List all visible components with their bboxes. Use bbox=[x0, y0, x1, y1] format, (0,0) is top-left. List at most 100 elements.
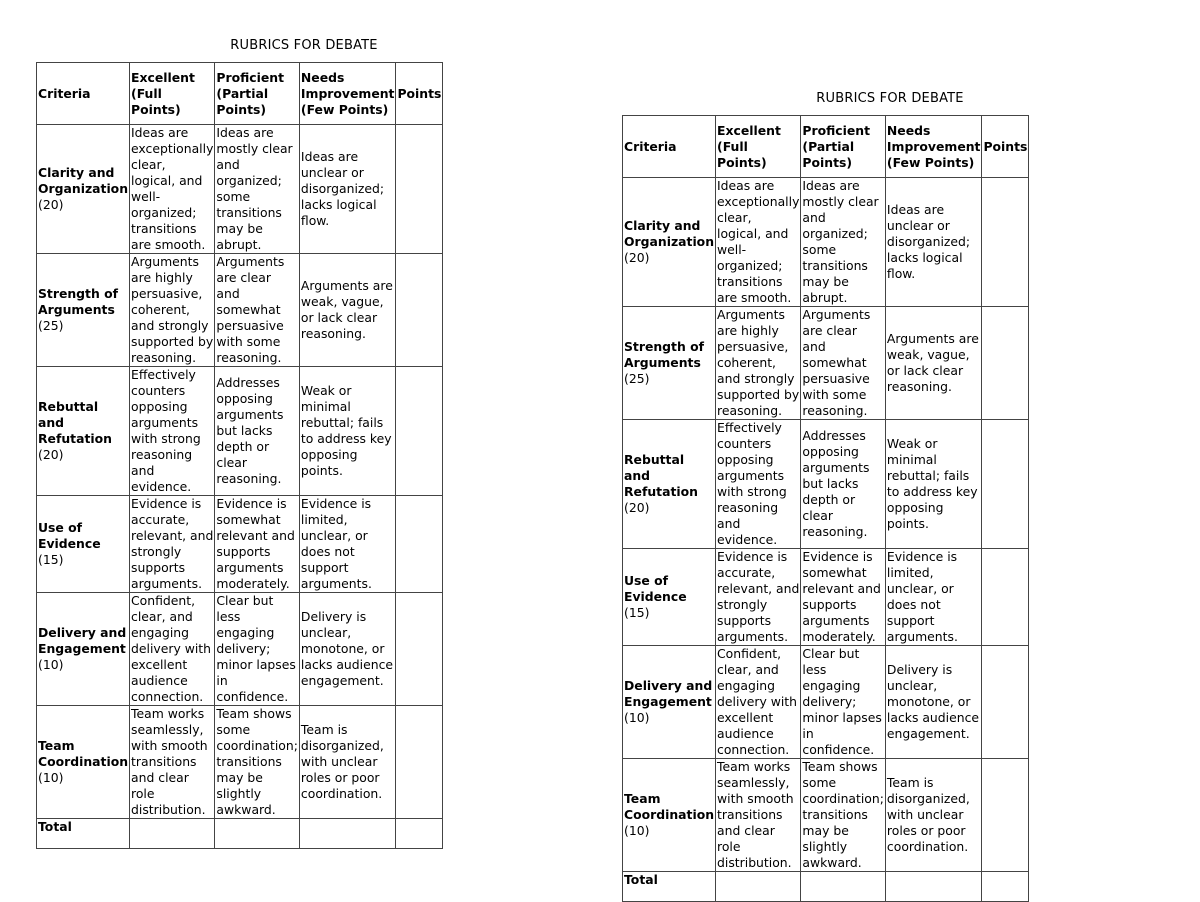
criterion-name: Rebuttal and Refutation bbox=[38, 399, 112, 446]
needs-cell: Ideas are unclear or disorganized; lacks… bbox=[884, 177, 983, 307]
table-row: Team Coordination (10) Team works seamles… bbox=[35, 705, 444, 819]
table-row: Team Coordination (10) Team works seamles… bbox=[621, 758, 1030, 872]
excellent-cell: Effectively counters opposing arguments … bbox=[715, 419, 802, 549]
needs-cell: Weak or minimal rebuttal; fails to addre… bbox=[298, 366, 397, 496]
excellent-cell: Confident, clear, and engaging delivery … bbox=[715, 645, 802, 759]
criterion-points: (20) bbox=[624, 500, 650, 515]
table-row: Use of Evidence (15) Evidence is accurate… bbox=[35, 495, 444, 593]
header-cell: Needs Improvement (Few Points) bbox=[298, 62, 397, 125]
excellent-cell: Arguments are highly persuasive, coheren… bbox=[715, 306, 802, 420]
proficient-cell: Addresses opposing arguments but lacks d… bbox=[800, 419, 886, 549]
proficient-cell: Ideas are mostly clear and organized; so… bbox=[800, 177, 886, 307]
score-cell[interactable] bbox=[981, 758, 1030, 872]
proficient-cell: Ideas are mostly clear and organized; so… bbox=[214, 124, 300, 254]
rubric-table: Criteria Excellent (Full Points) Proficien… bbox=[35, 62, 444, 849]
criterion-cell: Delivery and Engagement (10) bbox=[35, 592, 131, 706]
table-row: Clarity and Organization (20) Ideas are e… bbox=[35, 124, 444, 254]
proficient-cell: Addresses opposing arguments but lacks d… bbox=[214, 366, 300, 496]
excellent-cell: Arguments are highly persuasive, coheren… bbox=[129, 253, 216, 367]
excellent-cell: Team works seamlessly, with smooth trans… bbox=[715, 758, 802, 872]
proficient-cell: Arguments are clear and somewhat persuas… bbox=[800, 306, 886, 420]
criterion-name: Team Coordination bbox=[38, 738, 129, 769]
table-row: Strength of Arguments (25) Arguments are … bbox=[35, 253, 444, 367]
proficient-cell: Team shows some coordination; transition… bbox=[800, 758, 886, 872]
header-cell: Criteria bbox=[35, 62, 131, 125]
excellent-cell: Ideas are exceptionally clear, logical, … bbox=[715, 177, 802, 307]
table-row: Use of Evidence (15) Evidence is accurate… bbox=[621, 548, 1030, 646]
needs-cell: Team is disorganized, with unclear roles… bbox=[298, 705, 397, 819]
total-cell[interactable] bbox=[395, 818, 444, 849]
excellent-cell: Ideas are exceptionally clear, logical, … bbox=[129, 124, 216, 254]
header-cell: Excellent (Full Points) bbox=[715, 115, 802, 178]
score-cell[interactable] bbox=[981, 419, 1030, 549]
proficient-cell: Evidence is somewhat relevant and suppor… bbox=[800, 548, 886, 646]
score-cell[interactable] bbox=[981, 177, 1030, 307]
excellent-cell: Effectively counters opposing arguments … bbox=[129, 366, 216, 496]
score-cell[interactable] bbox=[395, 592, 444, 706]
header-row: Criteria Excellent (Full Points) Proficien… bbox=[621, 115, 1030, 178]
header-cell: Proficient (Partial Points) bbox=[800, 115, 886, 178]
score-cell[interactable] bbox=[981, 548, 1030, 646]
criterion-points: (20) bbox=[38, 447, 64, 462]
criterion-cell: Team Coordination (10) bbox=[35, 705, 131, 819]
header-cell: Proficient (Partial Points) bbox=[214, 62, 300, 125]
criterion-cell: Use of Evidence (15) bbox=[621, 548, 717, 646]
criterion-name: Use of Evidence bbox=[38, 520, 101, 551]
total-cell bbox=[800, 871, 886, 902]
needs-cell: Evidence is limited, unclear, or does no… bbox=[884, 548, 983, 646]
score-cell[interactable] bbox=[395, 495, 444, 593]
total-cell[interactable] bbox=[981, 871, 1030, 902]
criterion-points: (10) bbox=[38, 770, 64, 785]
criterion-points: (10) bbox=[38, 657, 64, 672]
criterion-name: Strength of Arguments bbox=[38, 286, 119, 317]
total-cell bbox=[715, 871, 802, 902]
criterion-cell: Team Coordination (10) bbox=[621, 758, 717, 872]
total-label: Total bbox=[621, 871, 717, 902]
criterion-points: (25) bbox=[624, 371, 650, 386]
criterion-name: Strength of Arguments bbox=[624, 339, 705, 370]
criterion-cell: Use of Evidence (15) bbox=[35, 495, 131, 593]
total-row: Total bbox=[35, 818, 444, 849]
total-cell bbox=[884, 871, 983, 902]
table-row: Clarity and Organization (20) Ideas are e… bbox=[621, 177, 1030, 307]
table-row: Rebuttal and Refutation (20) Effectively … bbox=[35, 366, 444, 496]
criterion-points: (10) bbox=[624, 710, 650, 725]
total-cell bbox=[129, 818, 216, 849]
total-cell bbox=[214, 818, 300, 849]
needs-cell: Ideas are unclear or disorganized; lacks… bbox=[298, 124, 397, 254]
needs-cell: Delivery is unclear, monotone, or lacks … bbox=[298, 592, 397, 706]
excellent-cell: Evidence is accurate, relevant, and stro… bbox=[715, 548, 802, 646]
criterion-name: Team Coordination bbox=[624, 791, 715, 822]
header-row: Criteria Excellent (Full Points) Proficien… bbox=[35, 62, 444, 125]
score-cell[interactable] bbox=[981, 306, 1030, 420]
needs-cell: Team is disorganized, with unclear roles… bbox=[884, 758, 983, 872]
score-cell[interactable] bbox=[395, 366, 444, 496]
score-cell[interactable] bbox=[981, 645, 1030, 759]
header-cell: Points bbox=[395, 62, 444, 125]
criterion-cell: Rebuttal and Refutation (20) bbox=[35, 366, 131, 496]
table-row: Delivery and Engagement (10) Confident, c… bbox=[621, 645, 1030, 759]
criterion-points: (20) bbox=[624, 250, 650, 265]
criterion-name: Clarity and Organization bbox=[624, 218, 715, 249]
header-cell: Needs Improvement (Few Points) bbox=[884, 115, 983, 178]
criterion-cell: Strength of Arguments (25) bbox=[35, 253, 131, 367]
score-cell[interactable] bbox=[395, 253, 444, 367]
header-cell: Excellent (Full Points) bbox=[129, 62, 216, 125]
criterion-name: Use of Evidence bbox=[624, 573, 687, 604]
criterion-name: Clarity and Organization bbox=[38, 165, 129, 196]
needs-cell: Weak or minimal rebuttal; fails to addre… bbox=[884, 419, 983, 549]
table-row: Rebuttal and Refutation (20) Effectively … bbox=[621, 419, 1030, 549]
needs-cell: Delivery is unclear, monotone, or lacks … bbox=[884, 645, 983, 759]
score-cell[interactable] bbox=[395, 124, 444, 254]
proficient-cell: Clear but less engaging delivery; minor … bbox=[800, 645, 886, 759]
needs-cell: Arguments are weak, vague, or lack clear… bbox=[298, 253, 397, 367]
score-cell[interactable] bbox=[395, 705, 444, 819]
criterion-name: Delivery and Engagement bbox=[624, 678, 713, 709]
proficient-cell: Clear but less engaging delivery; minor … bbox=[214, 592, 300, 706]
total-cell bbox=[298, 818, 397, 849]
total-row: Total bbox=[621, 871, 1030, 902]
proficient-cell: Evidence is somewhat relevant and suppor… bbox=[214, 495, 300, 593]
criterion-cell: Delivery and Engagement (10) bbox=[621, 645, 717, 759]
header-cell: Points bbox=[981, 115, 1030, 178]
proficient-cell: Arguments are clear and somewhat persuas… bbox=[214, 253, 300, 367]
